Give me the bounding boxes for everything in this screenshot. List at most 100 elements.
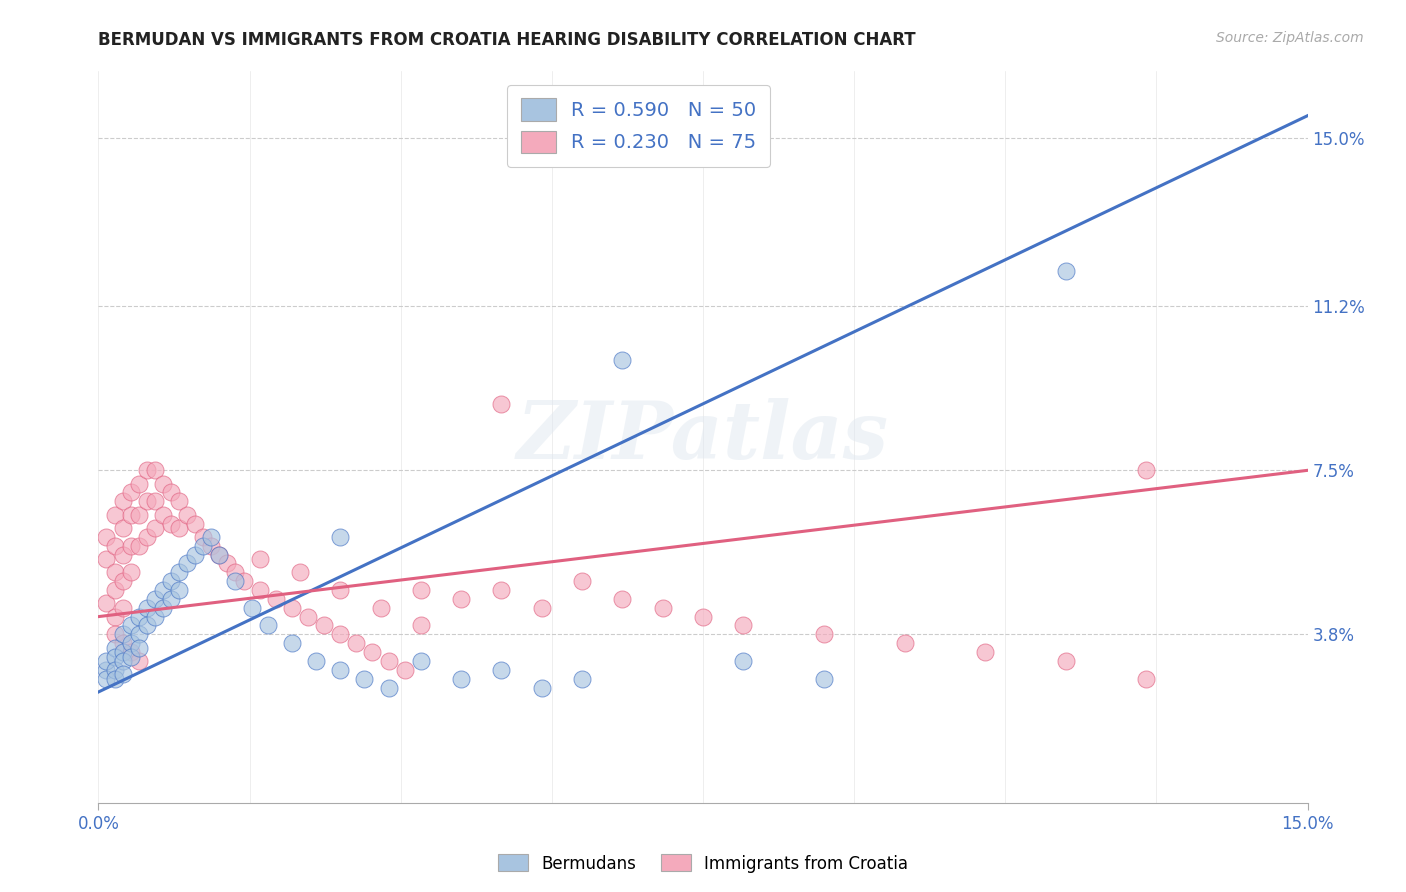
Point	[813, 672, 835, 686]
Point	[135, 600, 157, 615]
Point	[120, 636, 142, 650]
Point	[103, 640, 125, 655]
Point	[264, 591, 287, 606]
Point	[135, 494, 157, 508]
Point	[111, 654, 134, 668]
Point	[128, 539, 150, 553]
Point	[103, 508, 125, 522]
Point	[288, 566, 311, 580]
Point	[733, 618, 755, 632]
Point	[103, 627, 125, 641]
Point	[305, 654, 328, 668]
Point	[152, 600, 174, 615]
Point	[96, 530, 118, 544]
Point	[571, 574, 593, 589]
Point	[111, 645, 134, 659]
Point	[329, 627, 352, 641]
Point	[120, 649, 142, 664]
Point	[377, 681, 399, 695]
Point	[160, 485, 183, 500]
Point	[111, 667, 134, 681]
Point	[353, 672, 375, 686]
Point	[152, 582, 174, 597]
Point	[1135, 672, 1157, 686]
Point	[120, 645, 142, 659]
Point	[329, 582, 352, 597]
Point	[232, 574, 254, 589]
Point	[297, 609, 319, 624]
Point	[344, 636, 367, 650]
Point	[96, 654, 118, 668]
Point	[329, 530, 352, 544]
Point	[491, 397, 513, 411]
Point	[103, 582, 125, 597]
Point	[103, 539, 125, 553]
Point	[128, 609, 150, 624]
Point	[200, 530, 222, 544]
Point	[409, 582, 432, 597]
Point	[128, 508, 150, 522]
Point	[143, 591, 166, 606]
Point	[160, 516, 183, 531]
Point	[491, 582, 513, 597]
Text: Source: ZipAtlas.com: Source: ZipAtlas.com	[1216, 31, 1364, 45]
Point	[176, 557, 198, 571]
Point	[240, 600, 263, 615]
Point	[612, 591, 634, 606]
Point	[103, 672, 125, 686]
Point	[491, 663, 513, 677]
Point	[314, 618, 336, 632]
Point	[184, 516, 207, 531]
Point	[394, 663, 416, 677]
Point	[893, 636, 915, 650]
Point	[120, 618, 142, 632]
Point	[692, 609, 714, 624]
Text: BERMUDAN VS IMMIGRANTS FROM CROATIA HEARING DISABILITY CORRELATION CHART: BERMUDAN VS IMMIGRANTS FROM CROATIA HEAR…	[98, 31, 917, 49]
Point	[281, 600, 304, 615]
Point	[135, 530, 157, 544]
Point	[96, 663, 118, 677]
Point	[103, 609, 125, 624]
Point	[135, 463, 157, 477]
Point	[651, 600, 673, 615]
Point	[167, 521, 190, 535]
Point	[974, 645, 997, 659]
Point	[409, 654, 432, 668]
Point	[813, 627, 835, 641]
Point	[361, 645, 384, 659]
Point	[135, 618, 157, 632]
Text: ZIPatlas: ZIPatlas	[517, 399, 889, 475]
Point	[1054, 654, 1077, 668]
Point	[103, 663, 125, 677]
Point	[111, 521, 134, 535]
Point	[143, 521, 166, 535]
Point	[249, 552, 271, 566]
Point	[152, 476, 174, 491]
Point	[143, 609, 166, 624]
Point	[103, 649, 125, 664]
Point	[281, 636, 304, 650]
Point	[612, 352, 634, 367]
Point	[160, 591, 183, 606]
Point	[128, 627, 150, 641]
Point	[193, 530, 215, 544]
Point	[128, 654, 150, 668]
Legend: R = 0.590   N = 50, R = 0.230   N = 75: R = 0.590 N = 50, R = 0.230 N = 75	[508, 85, 770, 167]
Point	[256, 618, 278, 632]
Point	[249, 582, 271, 597]
Point	[111, 494, 134, 508]
Point	[128, 476, 150, 491]
Point	[143, 463, 166, 477]
Point	[120, 539, 142, 553]
Point	[111, 627, 134, 641]
Point	[176, 508, 198, 522]
Point	[450, 672, 472, 686]
Point	[377, 654, 399, 668]
Point	[96, 672, 118, 686]
Point	[329, 663, 352, 677]
Legend: Bermudans, Immigrants from Croatia: Bermudans, Immigrants from Croatia	[491, 847, 915, 880]
Point	[111, 600, 134, 615]
Point	[120, 485, 142, 500]
Point	[96, 596, 118, 610]
Point	[193, 539, 215, 553]
